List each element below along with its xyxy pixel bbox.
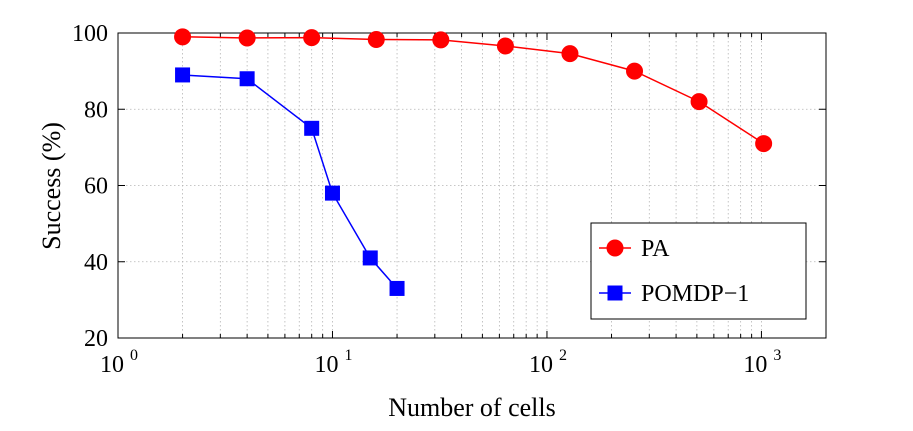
data-point [496, 37, 514, 55]
y-axis-label: Success (%) [37, 122, 66, 250]
x-tick-label: 10 [529, 352, 553, 378]
data-point [561, 45, 579, 63]
legend-marker [607, 285, 623, 301]
series-pomdp-1 [175, 67, 405, 296]
data-point [174, 28, 192, 46]
series-pa [174, 28, 773, 153]
data-point [362, 250, 378, 266]
data-point [690, 93, 708, 111]
series-line [182, 36, 765, 145]
x-axis-label: Number of cells [388, 393, 556, 422]
legend-label: PA [641, 236, 670, 262]
data-point [238, 29, 256, 47]
x-tick-label: 10 [314, 352, 338, 378]
y-tick-label: 100 [72, 21, 108, 47]
data-point [304, 120, 320, 136]
data-point [755, 135, 773, 153]
legend: PA POMDP−1 [590, 222, 807, 320]
data-point [389, 280, 405, 296]
data-point [175, 67, 191, 83]
data-point [432, 31, 450, 49]
axes [117, 32, 827, 339]
series-layer [174, 28, 773, 296]
x-tick-label-exponent: 1 [344, 347, 352, 364]
data-point [324, 185, 340, 201]
y-tick-label: 40 [84, 250, 108, 276]
x-tick-label-exponent: 0 [130, 347, 138, 364]
data-point [303, 29, 321, 47]
y-tick-label: 60 [84, 174, 108, 200]
legend-label: POMDP−1 [641, 281, 749, 307]
x-tick-label-exponent: 2 [559, 347, 567, 364]
x-tick-label-exponent: 3 [773, 347, 781, 364]
legend-marker [606, 239, 624, 257]
data-point [239, 71, 255, 87]
data-point [367, 30, 385, 48]
x-tick-label: 10 [100, 352, 124, 378]
y-tick-label: 80 [84, 97, 108, 123]
y-tick-label: 20 [84, 326, 108, 352]
data-point [626, 62, 644, 80]
x-tick-label: 10 [743, 352, 767, 378]
legend-box [590, 222, 807, 320]
grid [118, 33, 826, 338]
